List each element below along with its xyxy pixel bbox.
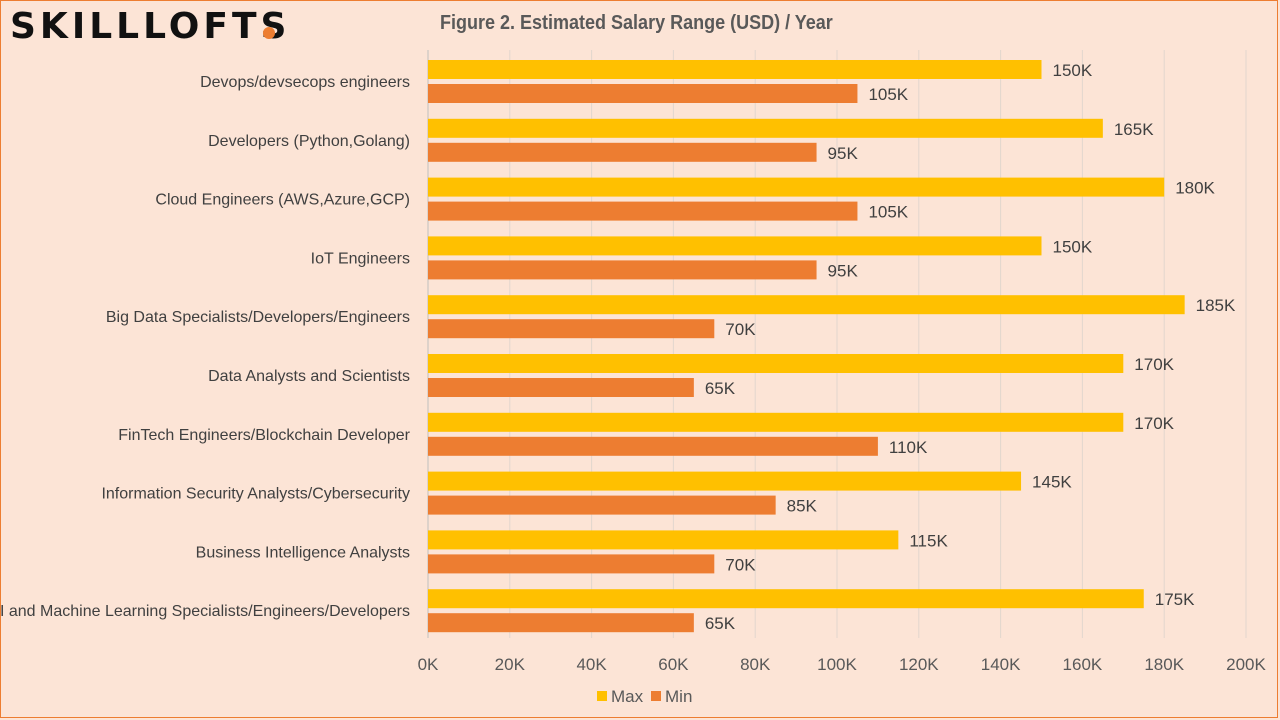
data-label: 170K bbox=[1134, 355, 1174, 374]
bar-max bbox=[428, 530, 899, 550]
category-label: Business Intelligence Analysts bbox=[196, 544, 410, 561]
data-label: 165K bbox=[1114, 120, 1154, 139]
bar-max bbox=[428, 589, 1144, 609]
data-label: 170K bbox=[1134, 414, 1174, 433]
data-label: 150K bbox=[1053, 237, 1093, 256]
category-label: Data Analysts and Scientists bbox=[208, 368, 410, 385]
data-label: 95K bbox=[828, 261, 859, 280]
x-tick-label: 60K bbox=[658, 655, 689, 674]
data-label: 85K bbox=[787, 497, 818, 516]
bar-max bbox=[428, 412, 1124, 432]
category-label: Developers (Python,Golang) bbox=[208, 133, 410, 150]
data-label: 105K bbox=[868, 203, 908, 222]
x-tick-label: 160K bbox=[1063, 655, 1103, 674]
data-label: 150K bbox=[1053, 61, 1093, 80]
legend-label-min: Min bbox=[665, 687, 692, 706]
data-label: 180K bbox=[1175, 179, 1215, 198]
category-label: Devops/devsecops engineers bbox=[200, 74, 410, 91]
brand-logo: SKILLLOFTS bbox=[10, 6, 291, 47]
category-label: FinTech Engineers/Blockchain Developer bbox=[118, 427, 410, 444]
bar-min bbox=[428, 84, 858, 103]
x-tick-label: 100K bbox=[817, 655, 857, 674]
data-label: 110K bbox=[889, 438, 928, 457]
legend-swatch-max bbox=[597, 691, 607, 701]
chart-title: Figure 2. Estimated Salary Range (USD) /… bbox=[440, 12, 833, 34]
category-label: IoT Engineers bbox=[311, 250, 410, 267]
bar-min bbox=[428, 260, 817, 280]
brand-logo-dot bbox=[263, 27, 275, 39]
data-label: 185K bbox=[1196, 296, 1236, 315]
data-label: 175K bbox=[1155, 590, 1195, 609]
bar-min bbox=[428, 378, 694, 397]
x-tick-label: 0K bbox=[418, 655, 439, 674]
data-label: 115K bbox=[909, 531, 948, 550]
x-tick-label: 140K bbox=[981, 655, 1021, 674]
bar-min bbox=[428, 554, 715, 574]
x-tick-label: 200K bbox=[1226, 655, 1266, 674]
bar-min bbox=[428, 495, 776, 515]
bar-min bbox=[428, 613, 694, 633]
category-label: Information Security Analysts/Cybersecur… bbox=[101, 486, 410, 503]
legend-swatch-min bbox=[651, 691, 661, 701]
category-label: Big Data Specialists/Developers/Engineer… bbox=[106, 309, 410, 326]
x-tick-label: 80K bbox=[740, 655, 771, 674]
data-label: 70K bbox=[725, 555, 756, 574]
bar-min bbox=[428, 436, 878, 456]
bar-min bbox=[428, 319, 715, 339]
x-tick-label: 120K bbox=[899, 655, 939, 674]
data-label: 95K bbox=[828, 144, 859, 163]
data-label: 65K bbox=[705, 379, 736, 398]
x-tick-label: 20K bbox=[495, 655, 526, 674]
data-label: 105K bbox=[868, 85, 908, 104]
category-label: Cloud Engineers (AWS,Azure,GCP) bbox=[155, 192, 410, 209]
bar-max bbox=[428, 60, 1042, 79]
bar-max bbox=[428, 236, 1042, 256]
bar-max bbox=[428, 177, 1165, 197]
legend-label-max: Max bbox=[611, 687, 644, 706]
bar-max bbox=[428, 471, 1022, 491]
data-label: 145K bbox=[1032, 473, 1072, 492]
x-tick-label: 40K bbox=[576, 655, 607, 674]
data-label: 65K bbox=[705, 614, 736, 633]
data-label: 70K bbox=[725, 320, 756, 339]
bar-min bbox=[428, 142, 817, 162]
bar-min bbox=[428, 201, 858, 221]
bar-max bbox=[428, 295, 1185, 315]
bar-max bbox=[428, 118, 1103, 138]
bar-max bbox=[428, 354, 1124, 373]
x-tick-label: 180K bbox=[1144, 655, 1184, 674]
category-label: AI and Machine Learning Specialists/Engi… bbox=[0, 603, 410, 620]
